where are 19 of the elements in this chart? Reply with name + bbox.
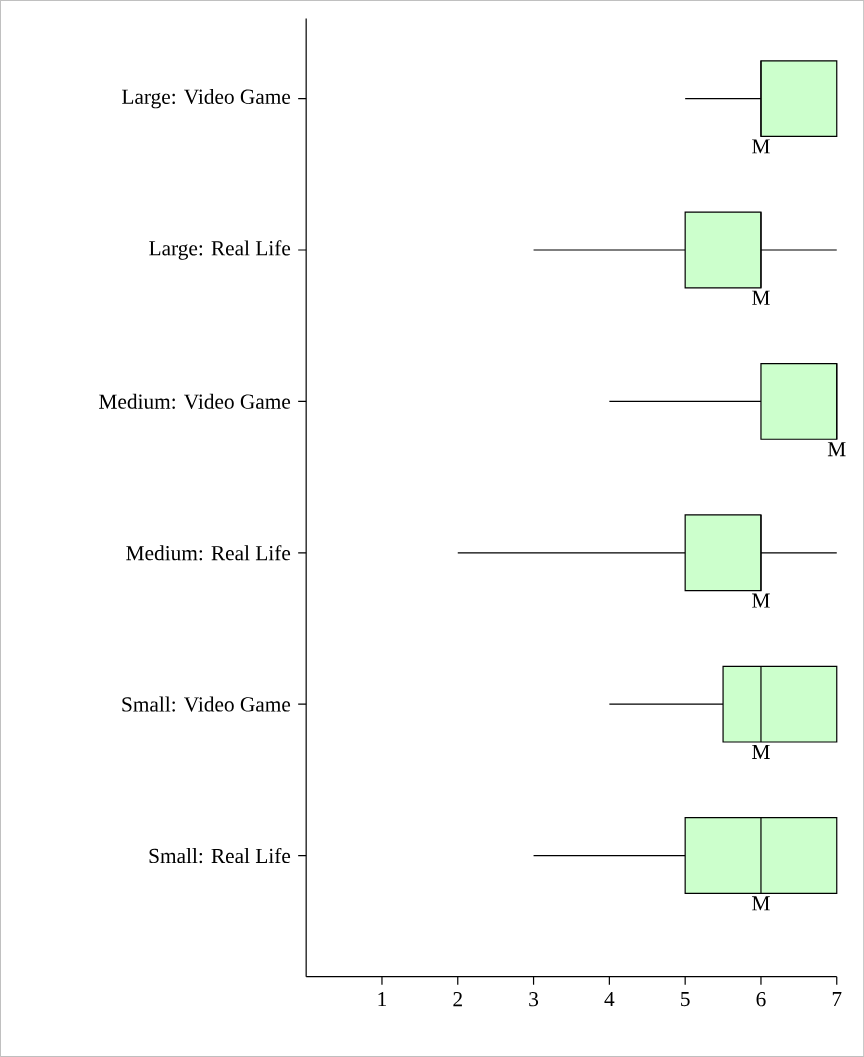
annotation: M [752, 744, 770, 759]
annotation: M [752, 896, 770, 911]
x-tick-label: 2 [453, 992, 462, 1007]
x-tick-label: 4 [604, 992, 615, 1007]
x-tick-label: 7 [832, 992, 842, 1006]
y-tick-label: Large: Real Life [149, 240, 291, 260]
y-tick-label: Medium: Real Life [126, 545, 291, 561]
y-tick-label: Small: Real Life [149, 847, 291, 864]
annotation: M [752, 593, 770, 608]
x-tick-label: 6 [756, 992, 766, 1007]
y-tick-label: Large: Video Game [121, 88, 290, 109]
y-tick-label: Medium: Video Game [99, 393, 290, 409]
y-tick-label: Small: Video Game [122, 696, 290, 712]
x-tick-label: 5 [681, 992, 690, 1007]
annotation: M [752, 290, 770, 305]
x-tick-label: 1 [378, 992, 386, 1007]
annotation: M [827, 442, 846, 457]
annotation: M [752, 139, 770, 154]
x-tick-label: 3 [529, 992, 538, 1007]
